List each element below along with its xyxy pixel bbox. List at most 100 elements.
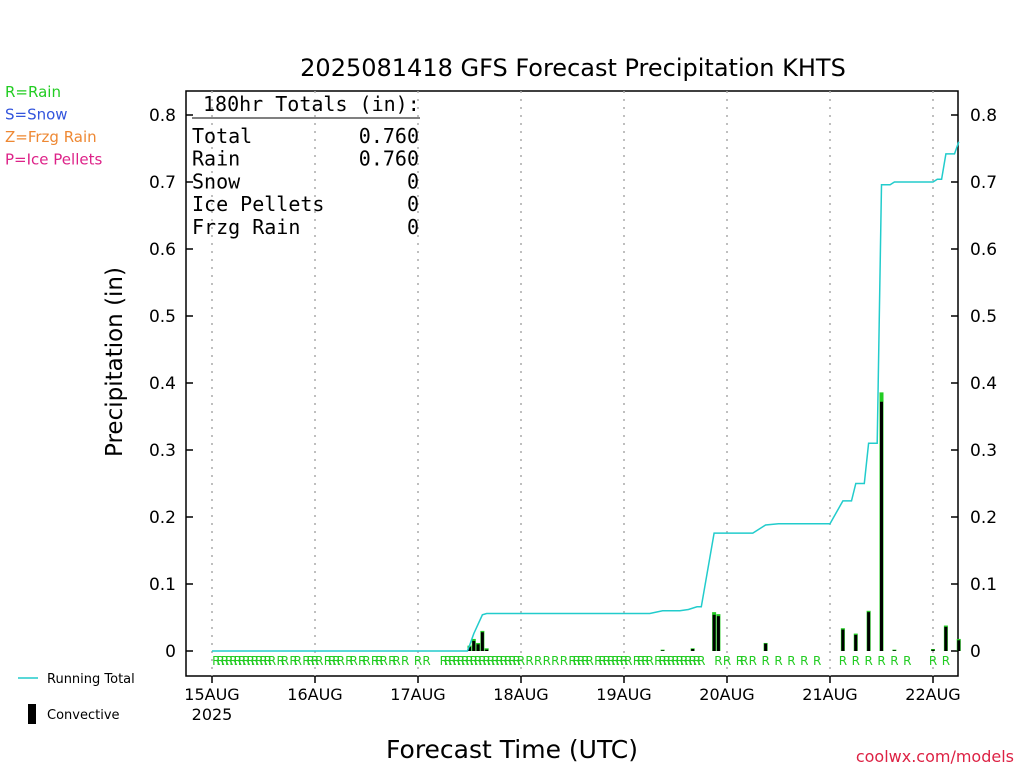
ptype-mark-rain: R [513,654,521,668]
legend-item: Z=Frzg Rain [5,128,97,146]
ptype-mark-rain: R [229,654,237,668]
ptype-mark-rain: R [560,654,568,668]
convective-bar [880,401,883,651]
ptype-mark-rain: R [697,654,705,668]
ptype-mark-rain: R [221,654,229,668]
precip-bars [467,392,961,651]
ptype-mark-rain: R [787,654,795,668]
x-axis: 15AUG 16AUG 17AUG 18AUG 19AUG 20AUG 21AUG 22AUG… [184,676,961,724]
ptype-mark-rain: R [663,654,671,668]
totals-label: Total [192,124,252,148]
ptype-mark-rain: R [444,654,452,668]
ptype-mark-rain: R [736,654,744,668]
legend-bar-swatch [28,704,36,724]
ptype-mark-rain: R [302,654,310,668]
ptype-mark-rain: R [877,654,885,668]
x-tick-label: 15AUG [184,685,239,704]
ptype-mark-rain: R [525,654,533,668]
convective-bar [854,634,858,651]
ptype-mark-rain: R [839,654,847,668]
ptype-mark-rain: R [637,654,645,668]
ptype-mark-rain: R [238,654,246,668]
ptype-mark-rain: R [311,654,319,668]
ptype-mark-rain: R [246,654,254,668]
ptype-mark-rain: R [864,654,872,668]
y-tick-label-right: 0.5 [970,307,997,327]
ptype-mark-rain: R [482,654,490,668]
convective-bar [691,648,695,651]
convective-bar [892,650,896,651]
x-tick-label: 22AUG [905,685,960,704]
ptype-mark-rain: R [315,654,323,668]
y-tick-label-left: 0.1 [149,575,176,595]
totals-label: Rain [192,147,240,171]
ptype-mark-rain: R [890,654,898,668]
ptype-mark-rain: R [641,654,649,668]
legend-label: Running Total [47,672,135,687]
ptype-mark-rain: R [289,654,297,668]
ptype-mark-rain: R [624,654,632,668]
convective-bar [944,626,948,651]
ptype-mark-rain: R [603,654,611,668]
ptype-mark-rain: R [216,654,224,668]
y-tick-label-left: 0.4 [149,374,176,394]
precip-bar [892,649,897,651]
convective-bar [841,629,845,651]
ptype-mark-rain: R [714,654,722,668]
ptype-mark-rain: R [504,654,512,668]
ptype-mark-rain: R [594,654,602,668]
x-tick-label: 18AUG [493,685,548,704]
y-tick-label-right: 0.4 [970,374,997,394]
totals-value: 0.760 [359,124,419,148]
ptype-mark-rain: R [337,654,345,668]
convective-bar [476,644,480,651]
ptype-mark-rain: R [676,654,684,668]
ptype-mark-rain: R [281,654,289,668]
ptype-mark-rain: R [611,654,619,668]
totals-value: 0 [407,192,419,216]
ptype-mark-rain: R [457,654,465,668]
ptype-mark-rain: R [268,654,276,668]
ptype-mark-rain: R [388,654,396,668]
running-total-line [212,141,960,652]
convective-bar [480,632,484,651]
x-axis-title: Forecast Time (UTC) [386,735,638,764]
ptype-mark-rain: R [658,654,666,668]
y-axis-title: Precipitation (in) [102,267,128,457]
ptype-mark-rain: R [800,654,808,668]
ptype-mark-rain: R [332,654,340,668]
ptype-mark-rain: R [362,654,370,668]
ptype-mark-rain: R [607,654,615,668]
ptype-mark-rain: R [852,654,860,668]
ptype-mark-rain: R [723,654,731,668]
y-tick-label-right: 0.3 [970,441,997,461]
series-legend: Running Total Convective [18,672,135,724]
y-tick-label-left: 0.8 [149,106,176,126]
ptype-mark-rain: R [328,654,336,668]
plot-frame [185,90,959,677]
ptype-mark-rain: R [448,654,456,668]
x-tick-label: 17AUG [390,685,445,704]
convective-bar [661,650,665,651]
x-tick-label: 20AUG [699,685,754,704]
ptype-mark-rain: R [392,654,400,668]
ptype-mark-rain: R [761,654,769,668]
day-gridlines [211,91,934,676]
y-tick-label-right: 0.6 [970,240,997,260]
ptype-mark-rain: R [495,654,503,668]
ptype-mark-rain: R [375,654,383,668]
ptype-mark-rain: R [654,654,662,668]
ptype-mark-rain: R [813,654,821,668]
ptype-mark-rain: R [422,654,430,668]
ptype-legend: R=Rain S=Snow Z=Frzg Rain P=Ice Pellets [5,83,102,169]
ptype-mark-rain: R [242,654,250,668]
ptype-mark-rain: R [581,654,589,668]
totals-header: 180hr Totals (in): [203,92,420,116]
convective-bar [472,640,476,651]
ptype-mark-rain: R [212,654,220,668]
ptype-mark-rain: R [276,654,284,668]
ptype-mark-rain: R [534,654,542,668]
y-tick-label-left: 0.3 [149,441,176,461]
ptype-mark-rain: R [452,654,460,668]
ptype-mark-rain: R [251,654,259,668]
